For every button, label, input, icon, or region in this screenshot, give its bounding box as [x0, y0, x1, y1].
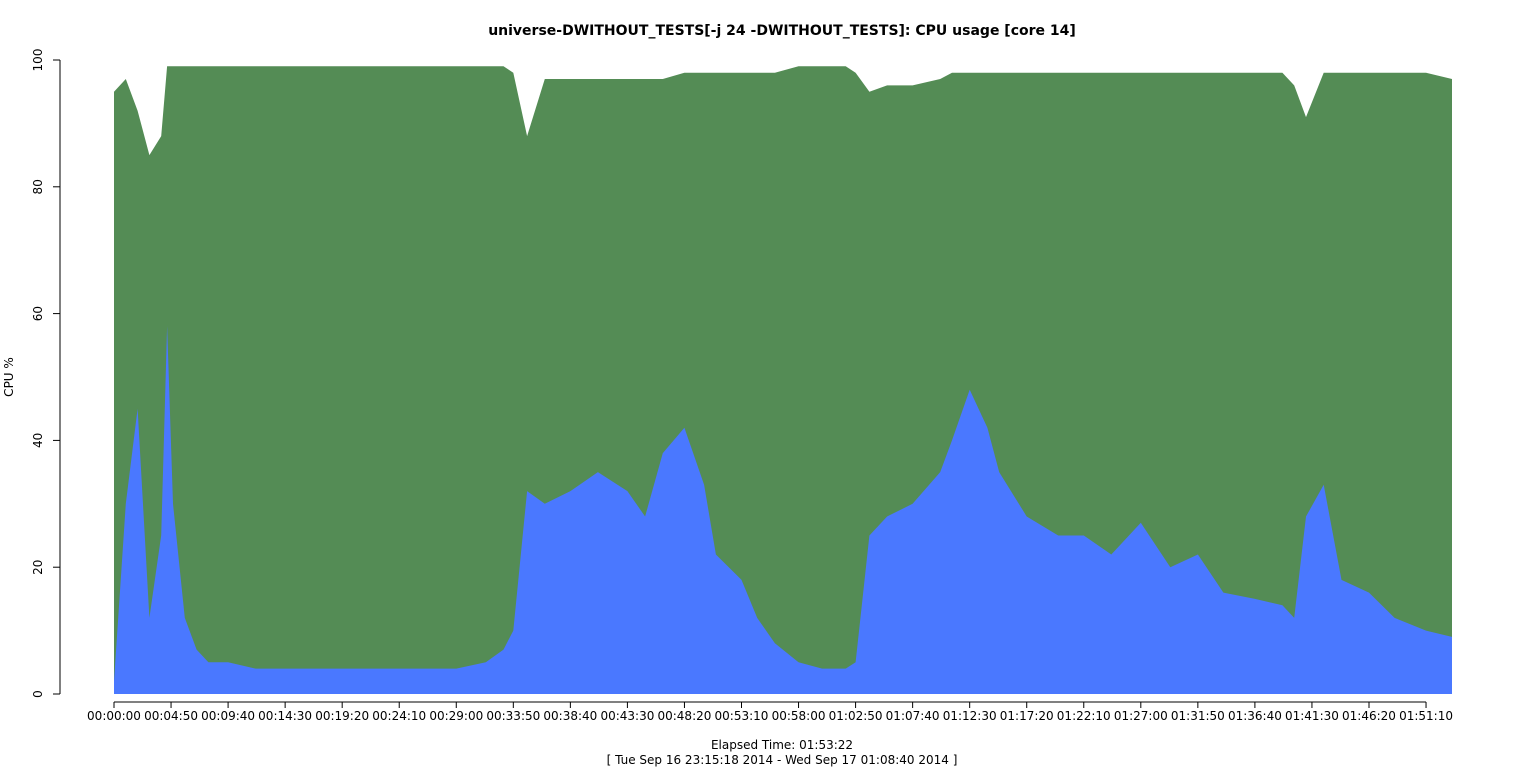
x-tick-label: 00:58:00: [772, 709, 826, 723]
y-tick-label: 100: [31, 49, 45, 72]
y-tick-label: 80: [31, 179, 45, 194]
time-range-label: [ Tue Sep 16 23:15:18 2014 - Wed Sep 17 …: [607, 753, 958, 767]
x-tick-label: 01:51:10: [1399, 709, 1453, 723]
y-axis-label: CPU %: [2, 357, 16, 397]
x-tick-label: 00:19:20: [315, 709, 369, 723]
y-tick-label: 20: [31, 560, 45, 575]
x-tick-label: 01:22:10: [1057, 709, 1111, 723]
x-axis-label: Elapsed Time: 01:53:22: [711, 738, 853, 752]
x-tick-label: 00:53:10: [715, 709, 769, 723]
series-upper-area: [114, 66, 1452, 695]
x-tick-label: 01:12:30: [943, 709, 997, 723]
x-tick-label: 01:27:00: [1114, 709, 1168, 723]
x-tick-label: 00:04:50: [144, 709, 198, 723]
x-tick-label: 00:09:40: [201, 709, 255, 723]
x-tick-label: 00:48:20: [657, 709, 711, 723]
x-tick-label: 00:43:30: [600, 709, 654, 723]
plot-area: [114, 66, 1452, 695]
x-tick-label: 01:02:50: [829, 709, 883, 723]
y-tick-label: 0: [31, 690, 45, 698]
x-tick-label: 00:29:00: [429, 709, 483, 723]
y-tick-label: 40: [31, 433, 45, 448]
x-tick-label: 01:07:40: [886, 709, 940, 723]
x-axis: 00:00:00 00:04:50 00:09:40 00:14:30 00:19:20…: [87, 701, 1453, 723]
chart-title: universe-DWITHOUT_TESTS[-j 24 -DWITHOUT_…: [488, 23, 1076, 39]
x-tick-label: 01:46:20: [1342, 709, 1396, 723]
x-tick-label: 01:36:40: [1228, 709, 1282, 723]
x-tick-label: 00:38:40: [543, 709, 597, 723]
y-tick-label: 60: [31, 306, 45, 321]
x-tick-label: 01:17:20: [1000, 709, 1054, 723]
x-tick-label: 01:41:30: [1285, 709, 1339, 723]
x-tick-label: 00:00:00: [87, 709, 141, 723]
series-lower-area: [114, 326, 1452, 694]
x-tick-label: 00:24:10: [372, 709, 426, 723]
x-tick-label: 00:14:30: [258, 709, 312, 723]
x-tick-label: 01:31:50: [1171, 709, 1225, 723]
y-axis: 0 20 40 60 80 100: [31, 49, 61, 698]
x-tick-label: 00:33:50: [486, 709, 540, 723]
